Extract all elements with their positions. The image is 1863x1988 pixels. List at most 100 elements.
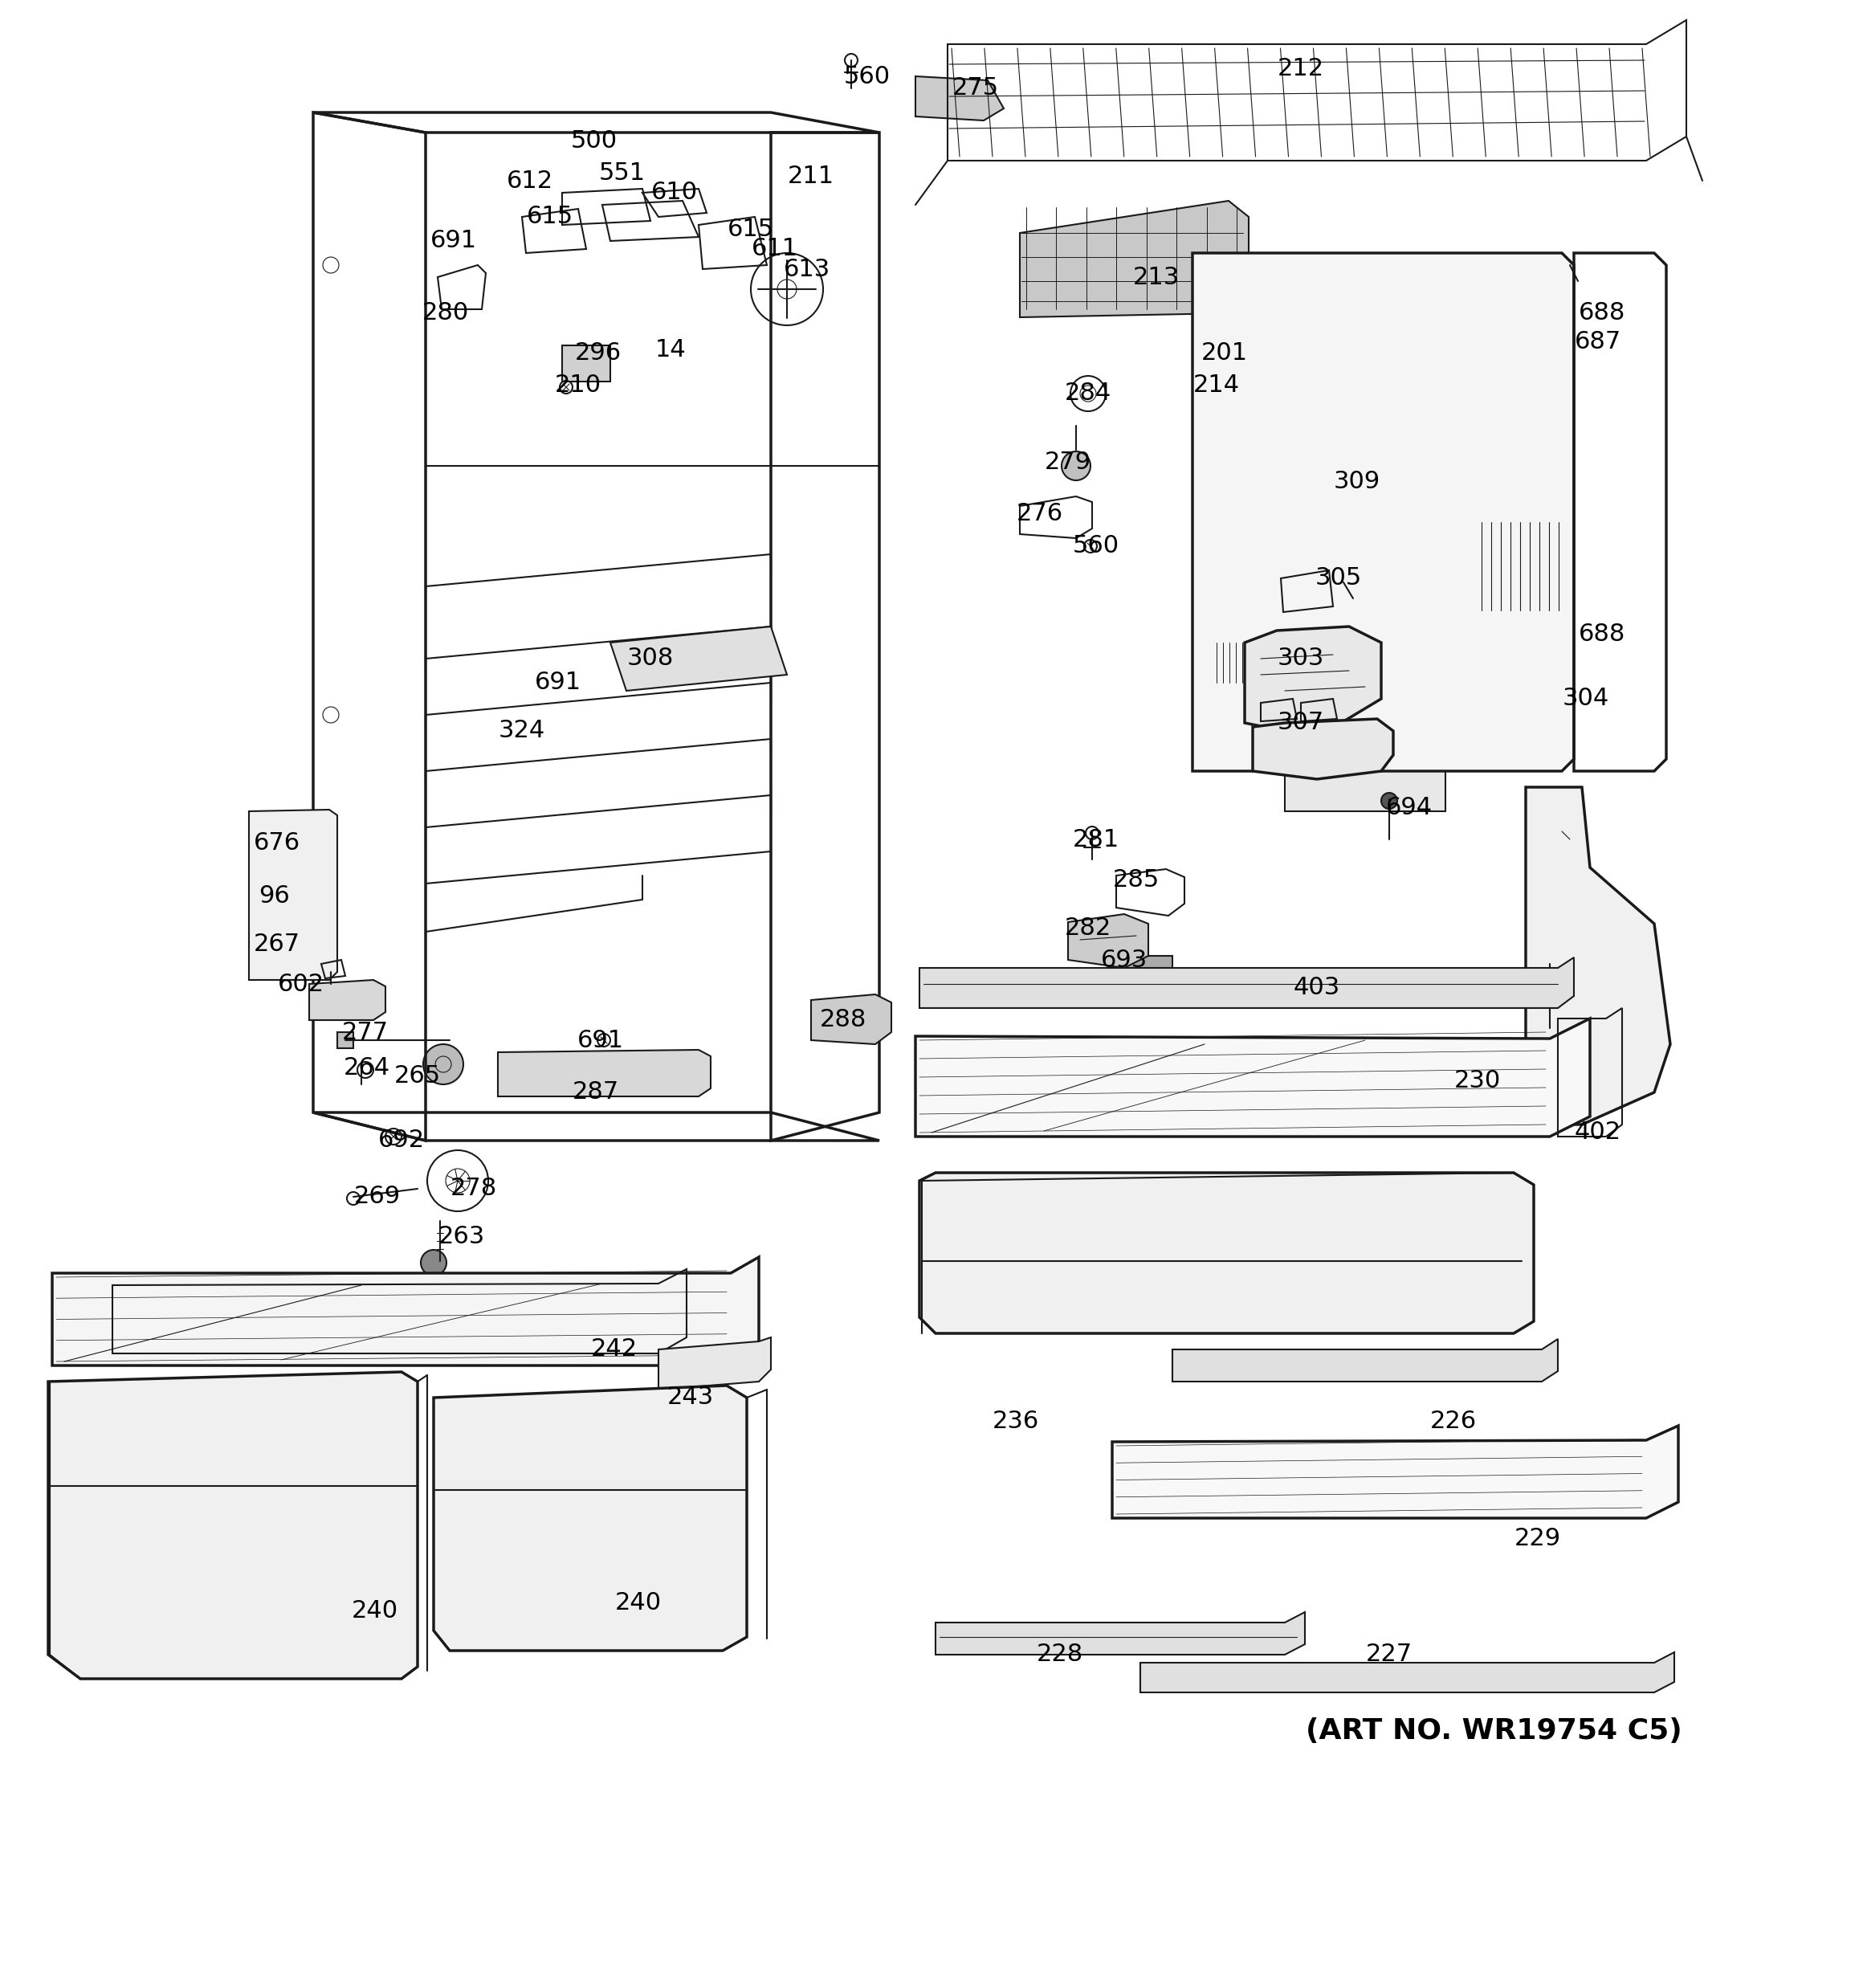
Text: 14: 14 bbox=[656, 338, 686, 362]
Text: 691: 691 bbox=[430, 229, 477, 252]
Text: 287: 287 bbox=[572, 1081, 619, 1103]
Text: 277: 277 bbox=[343, 1020, 389, 1044]
Text: 228: 228 bbox=[1036, 1642, 1084, 1666]
Text: 212: 212 bbox=[1278, 56, 1325, 80]
Text: 694: 694 bbox=[1386, 795, 1433, 819]
Text: 691: 691 bbox=[578, 1028, 624, 1052]
Text: 308: 308 bbox=[628, 646, 674, 670]
Text: 240: 240 bbox=[352, 1598, 399, 1622]
Text: 276: 276 bbox=[1017, 503, 1064, 525]
Polygon shape bbox=[497, 1050, 710, 1097]
Polygon shape bbox=[1112, 1425, 1679, 1519]
Text: 309: 309 bbox=[1334, 471, 1380, 493]
Polygon shape bbox=[1252, 720, 1394, 779]
Bar bbox=[1213, 322, 1338, 425]
Text: 230: 230 bbox=[1455, 1070, 1502, 1091]
Polygon shape bbox=[810, 994, 891, 1044]
Text: 688: 688 bbox=[1578, 622, 1625, 646]
Bar bbox=[1285, 759, 1446, 811]
Text: 285: 285 bbox=[1112, 869, 1159, 891]
Text: 214: 214 bbox=[1192, 374, 1241, 398]
Circle shape bbox=[1380, 793, 1397, 809]
Text: 280: 280 bbox=[423, 302, 469, 324]
Circle shape bbox=[1062, 451, 1090, 481]
Polygon shape bbox=[935, 1612, 1304, 1654]
Text: 692: 692 bbox=[378, 1129, 425, 1153]
Polygon shape bbox=[915, 76, 1004, 121]
Polygon shape bbox=[52, 1256, 758, 1366]
Text: 267: 267 bbox=[253, 932, 300, 956]
Polygon shape bbox=[1067, 914, 1148, 968]
Polygon shape bbox=[1172, 1340, 1557, 1382]
Text: 227: 227 bbox=[1366, 1642, 1412, 1666]
Text: 263: 263 bbox=[438, 1225, 484, 1248]
Polygon shape bbox=[1526, 787, 1671, 1125]
Text: 602: 602 bbox=[278, 972, 324, 996]
Text: 281: 281 bbox=[1073, 827, 1120, 851]
Polygon shape bbox=[611, 626, 786, 690]
Text: 211: 211 bbox=[788, 165, 835, 189]
Text: 296: 296 bbox=[576, 342, 622, 366]
Text: 612: 612 bbox=[507, 169, 553, 193]
Text: 279: 279 bbox=[1045, 449, 1092, 473]
Text: 201: 201 bbox=[1202, 342, 1248, 366]
Text: 242: 242 bbox=[591, 1338, 637, 1362]
Text: 500: 500 bbox=[570, 129, 617, 153]
Text: 676: 676 bbox=[253, 831, 300, 855]
Polygon shape bbox=[1140, 1652, 1675, 1692]
Text: 615: 615 bbox=[527, 205, 574, 229]
Text: 264: 264 bbox=[343, 1058, 391, 1079]
Text: 403: 403 bbox=[1293, 976, 1339, 1000]
Bar bbox=[563, 346, 611, 382]
Bar bbox=[1164, 1185, 1390, 1217]
Polygon shape bbox=[920, 1173, 1533, 1334]
Polygon shape bbox=[1192, 252, 1574, 771]
Text: 243: 243 bbox=[667, 1386, 714, 1409]
Text: 610: 610 bbox=[652, 181, 699, 205]
Text: 288: 288 bbox=[820, 1008, 866, 1032]
Text: 304: 304 bbox=[1563, 688, 1610, 710]
Bar bbox=[1213, 465, 1338, 531]
Text: 226: 226 bbox=[1431, 1409, 1477, 1433]
Text: 611: 611 bbox=[751, 237, 797, 260]
Text: 284: 284 bbox=[1064, 382, 1112, 406]
Text: 236: 236 bbox=[993, 1409, 1040, 1433]
Text: 303: 303 bbox=[1278, 646, 1325, 670]
Text: 560: 560 bbox=[1073, 535, 1120, 559]
Text: 278: 278 bbox=[451, 1177, 497, 1201]
Polygon shape bbox=[915, 1018, 1589, 1137]
Polygon shape bbox=[434, 1386, 747, 1650]
Text: 324: 324 bbox=[499, 720, 546, 744]
Text: 560: 560 bbox=[844, 66, 891, 87]
Polygon shape bbox=[250, 809, 337, 980]
Text: 96: 96 bbox=[259, 885, 291, 907]
Text: 240: 240 bbox=[615, 1590, 661, 1614]
Circle shape bbox=[421, 1250, 447, 1276]
Text: 307: 307 bbox=[1278, 712, 1325, 734]
Polygon shape bbox=[658, 1338, 771, 1390]
Text: 615: 615 bbox=[727, 217, 775, 241]
Polygon shape bbox=[920, 958, 1574, 1008]
Polygon shape bbox=[309, 980, 386, 1020]
Text: 305: 305 bbox=[1315, 567, 1362, 590]
Text: 213: 213 bbox=[1133, 266, 1179, 288]
Text: 282: 282 bbox=[1064, 916, 1112, 940]
Text: 275: 275 bbox=[952, 78, 999, 99]
Text: 691: 691 bbox=[535, 672, 581, 694]
Polygon shape bbox=[1244, 626, 1380, 732]
Text: 688: 688 bbox=[1578, 302, 1625, 324]
Polygon shape bbox=[1019, 201, 1248, 318]
Text: 613: 613 bbox=[784, 256, 831, 280]
Circle shape bbox=[423, 1044, 464, 1083]
Bar bbox=[337, 1032, 354, 1048]
Text: 265: 265 bbox=[395, 1066, 442, 1087]
Text: 687: 687 bbox=[1574, 330, 1621, 354]
Polygon shape bbox=[48, 1372, 417, 1678]
Text: 229: 229 bbox=[1515, 1527, 1561, 1551]
Text: 210: 210 bbox=[555, 374, 602, 398]
Bar bbox=[1108, 956, 1172, 984]
Text: (ART NO. WR19754 C5): (ART NO. WR19754 C5) bbox=[1306, 1718, 1682, 1745]
Text: 551: 551 bbox=[600, 161, 646, 185]
Text: 269: 269 bbox=[354, 1185, 401, 1209]
Text: 693: 693 bbox=[1101, 948, 1148, 972]
